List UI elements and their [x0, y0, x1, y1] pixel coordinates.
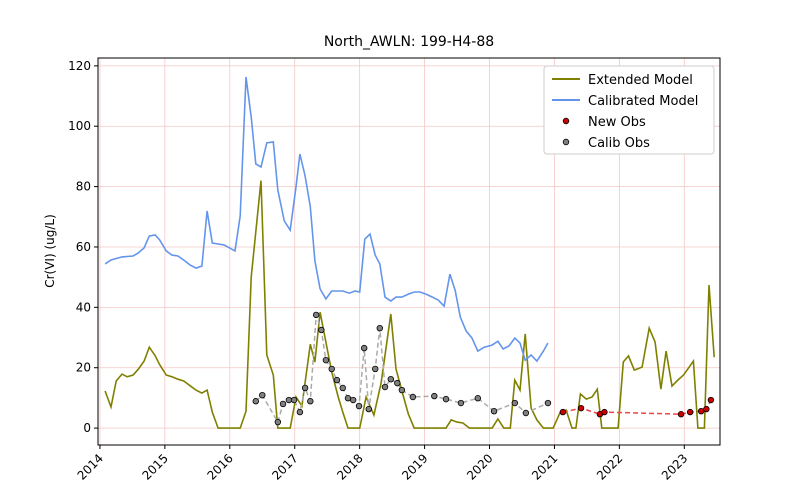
- legend-label: Extended Model: [588, 73, 693, 88]
- x-tick-label: 2017: [269, 451, 300, 482]
- obs-point: [686, 408, 694, 416]
- obs-point: [322, 356, 330, 364]
- x-tick-label: 2019: [399, 451, 430, 482]
- obs-point: [296, 408, 304, 416]
- x-tick-label: 2022: [594, 451, 625, 482]
- legend-box: [543, 65, 715, 155]
- obs-point: [490, 407, 498, 415]
- obs-point: [349, 396, 357, 404]
- x-tick-label: 2021: [529, 451, 560, 482]
- obs-point: [394, 379, 401, 387]
- obs-point: [474, 395, 482, 402]
- obs-point: [361, 344, 368, 352]
- obs-point: [511, 399, 519, 407]
- obs-point: [442, 395, 450, 403]
- obs-point: [355, 402, 363, 410]
- chart-title: North_AWLN: 199-H4-88: [324, 34, 494, 50]
- y-tick-label: 20: [76, 361, 91, 375]
- obs-point: [398, 386, 406, 394]
- obs-point: [697, 407, 705, 415]
- obs-point: [259, 391, 266, 399]
- obs-point: [601, 408, 608, 416]
- x-tick-label: 2023: [659, 451, 690, 482]
- y-tick-label: 100: [68, 119, 91, 133]
- legend-label: Calib Obs: [588, 136, 650, 151]
- legend-label: New Obs: [588, 115, 646, 130]
- x-tick-label: 2020: [464, 451, 495, 482]
- y-tick-label: 80: [76, 180, 91, 194]
- obs-point: [365, 405, 372, 413]
- series-line: [104, 180, 715, 429]
- obs-point: [522, 409, 530, 417]
- x-tick-label: 2015: [139, 451, 170, 482]
- y-axis-label: Cr(VI) (ug/L): [43, 214, 57, 288]
- obs-point: [381, 383, 389, 391]
- obs-point: [301, 384, 309, 392]
- plot-frame: [97, 57, 721, 446]
- obs-point: [387, 375, 395, 383]
- obs-point: [707, 396, 715, 404]
- obs-point: [318, 326, 325, 334]
- y-tick-label: 0: [83, 421, 91, 435]
- y-tick-label: 120: [68, 59, 91, 73]
- y-tick-label: 40: [76, 300, 91, 314]
- obs-point: [344, 395, 352, 402]
- y-tick-label: 60: [76, 240, 91, 254]
- obs-point: [339, 384, 346, 392]
- series-line: [104, 76, 549, 363]
- obs-point: [307, 398, 314, 405]
- x-tick-label: 2016: [204, 451, 235, 482]
- legend-label: Calibrated Model: [588, 94, 698, 109]
- obs-point: [376, 324, 383, 332]
- obs-point: [328, 365, 335, 373]
- legend-swatch: [562, 138, 570, 146]
- obs-point: [279, 400, 287, 408]
- obs-point: [703, 405, 710, 413]
- obs-point: [457, 399, 465, 407]
- obs-point: [252, 398, 259, 405]
- x-tick-label: 2014: [75, 451, 106, 482]
- obs-point: [372, 365, 379, 373]
- obs-point: [274, 418, 282, 426]
- obs-point: [577, 404, 585, 412]
- obs-point: [559, 408, 567, 416]
- obs-connector: [255, 314, 549, 425]
- obs-point: [285, 396, 293, 404]
- obs-point: [431, 392, 438, 400]
- obs-point: [290, 396, 298, 404]
- x-tick-label: 2018: [334, 451, 365, 482]
- obs-point: [544, 399, 552, 407]
- obs-point: [677, 411, 685, 418]
- obs-point: [409, 393, 417, 401]
- obs-point: [312, 311, 320, 319]
- obs-point: [333, 376, 341, 384]
- legend-swatch: [562, 117, 570, 125]
